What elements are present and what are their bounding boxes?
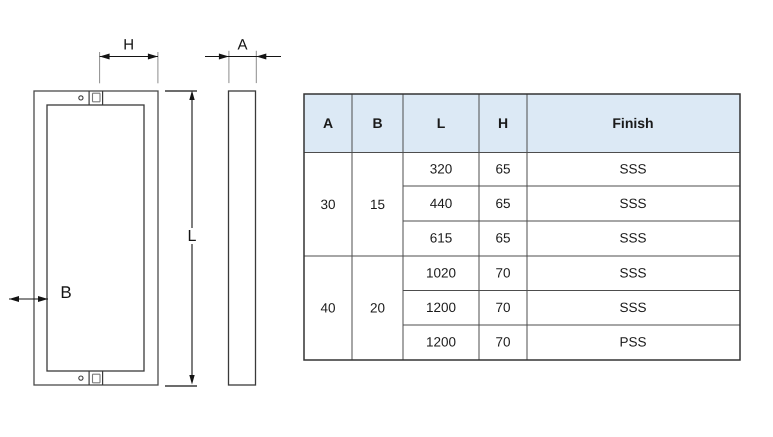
svg-text:65: 65 (495, 231, 510, 246)
svg-text:SSS: SSS (619, 300, 646, 315)
svg-text:A: A (237, 36, 247, 53)
svg-text:65: 65 (495, 196, 510, 211)
svg-text:20: 20 (370, 301, 385, 316)
svg-text:1020: 1020 (426, 266, 456, 281)
svg-text:1200: 1200 (426, 300, 456, 315)
svg-text:PSS: PSS (619, 335, 646, 350)
svg-text:40: 40 (320, 301, 335, 316)
svg-text:H: H (498, 115, 508, 131)
svg-text:15: 15 (370, 197, 385, 212)
svg-text:SSS: SSS (619, 266, 646, 281)
svg-text:65: 65 (495, 162, 510, 177)
svg-text:70: 70 (495, 266, 510, 281)
svg-text:Finish: Finish (612, 115, 653, 131)
svg-text:440: 440 (430, 196, 453, 211)
svg-text:B: B (60, 283, 71, 302)
svg-text:SSS: SSS (619, 196, 646, 211)
svg-text:SSS: SSS (619, 231, 646, 246)
svg-text:H: H (123, 36, 134, 53)
svg-text:70: 70 (495, 335, 510, 350)
svg-text:L: L (437, 115, 446, 131)
svg-text:615: 615 (430, 231, 453, 246)
svg-text:SSS: SSS (619, 162, 646, 177)
svg-text:70: 70 (495, 300, 510, 315)
svg-text:A: A (323, 115, 333, 131)
svg-text:L: L (188, 228, 197, 245)
svg-text:30: 30 (320, 197, 335, 212)
svg-text:1200: 1200 (426, 335, 456, 350)
svg-text:320: 320 (430, 162, 453, 177)
svg-text:B: B (372, 115, 382, 131)
